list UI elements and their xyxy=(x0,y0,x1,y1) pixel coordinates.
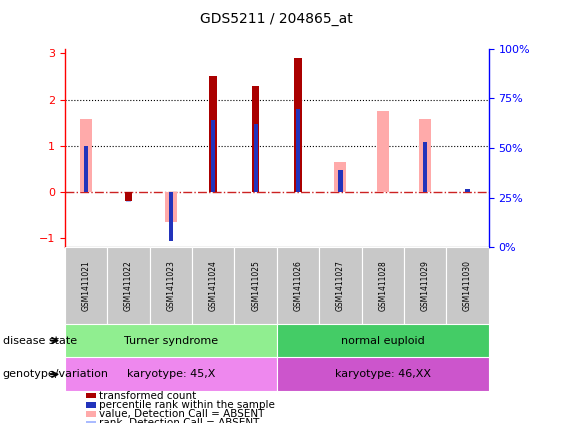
Bar xyxy=(80,119,92,192)
Bar xyxy=(127,192,131,202)
Text: genotype/variation: genotype/variation xyxy=(3,369,109,379)
Bar xyxy=(65,324,277,357)
Text: transformed count: transformed count xyxy=(99,390,196,401)
Bar xyxy=(362,247,404,324)
Text: karyotype: 46,XX: karyotype: 46,XX xyxy=(335,369,431,379)
Text: GSM1411025: GSM1411025 xyxy=(251,260,260,311)
Bar xyxy=(252,85,259,192)
Text: GSM1411024: GSM1411024 xyxy=(209,260,218,311)
Text: disease state: disease state xyxy=(3,335,77,346)
Text: GSM1411023: GSM1411023 xyxy=(167,260,175,311)
Text: GSM1411021: GSM1411021 xyxy=(82,260,90,311)
Bar xyxy=(466,189,470,192)
Text: GSM1411028: GSM1411028 xyxy=(379,260,387,311)
Text: GSM1411029: GSM1411029 xyxy=(421,260,429,311)
Bar xyxy=(277,247,319,324)
Bar xyxy=(192,247,234,324)
Text: GSM1411027: GSM1411027 xyxy=(336,260,345,311)
Bar xyxy=(319,247,362,324)
Bar xyxy=(423,142,427,192)
Text: GSM1411026: GSM1411026 xyxy=(294,260,302,311)
Text: value, Detection Call = ABSENT: value, Detection Call = ABSENT xyxy=(99,409,264,419)
Bar xyxy=(84,146,88,192)
Bar xyxy=(277,357,489,391)
Bar xyxy=(254,124,258,192)
Bar xyxy=(107,247,150,324)
Bar xyxy=(404,247,446,324)
Bar xyxy=(65,357,277,391)
Bar xyxy=(65,247,107,324)
Bar xyxy=(446,247,489,324)
Bar xyxy=(277,324,489,357)
Bar xyxy=(165,192,177,222)
Text: normal euploid: normal euploid xyxy=(341,335,425,346)
Bar xyxy=(169,192,173,241)
Text: karyotype: 45,X: karyotype: 45,X xyxy=(127,369,215,379)
Bar xyxy=(377,111,389,192)
Bar xyxy=(296,109,300,192)
Text: GDS5211 / 204865_at: GDS5211 / 204865_at xyxy=(201,12,353,26)
Bar xyxy=(334,162,346,192)
Text: Turner syndrome: Turner syndrome xyxy=(124,335,218,346)
Bar xyxy=(125,192,132,201)
Text: GSM1411022: GSM1411022 xyxy=(124,260,133,311)
Text: rank, Detection Call = ABSENT: rank, Detection Call = ABSENT xyxy=(99,418,259,423)
Bar xyxy=(234,247,277,324)
Bar xyxy=(294,58,302,192)
Bar xyxy=(210,77,217,192)
Text: percentile rank within the sample: percentile rank within the sample xyxy=(99,400,275,410)
Bar xyxy=(419,119,431,192)
Bar xyxy=(150,247,192,324)
Bar xyxy=(338,170,342,192)
Bar xyxy=(211,120,215,192)
Text: GSM1411030: GSM1411030 xyxy=(463,260,472,311)
